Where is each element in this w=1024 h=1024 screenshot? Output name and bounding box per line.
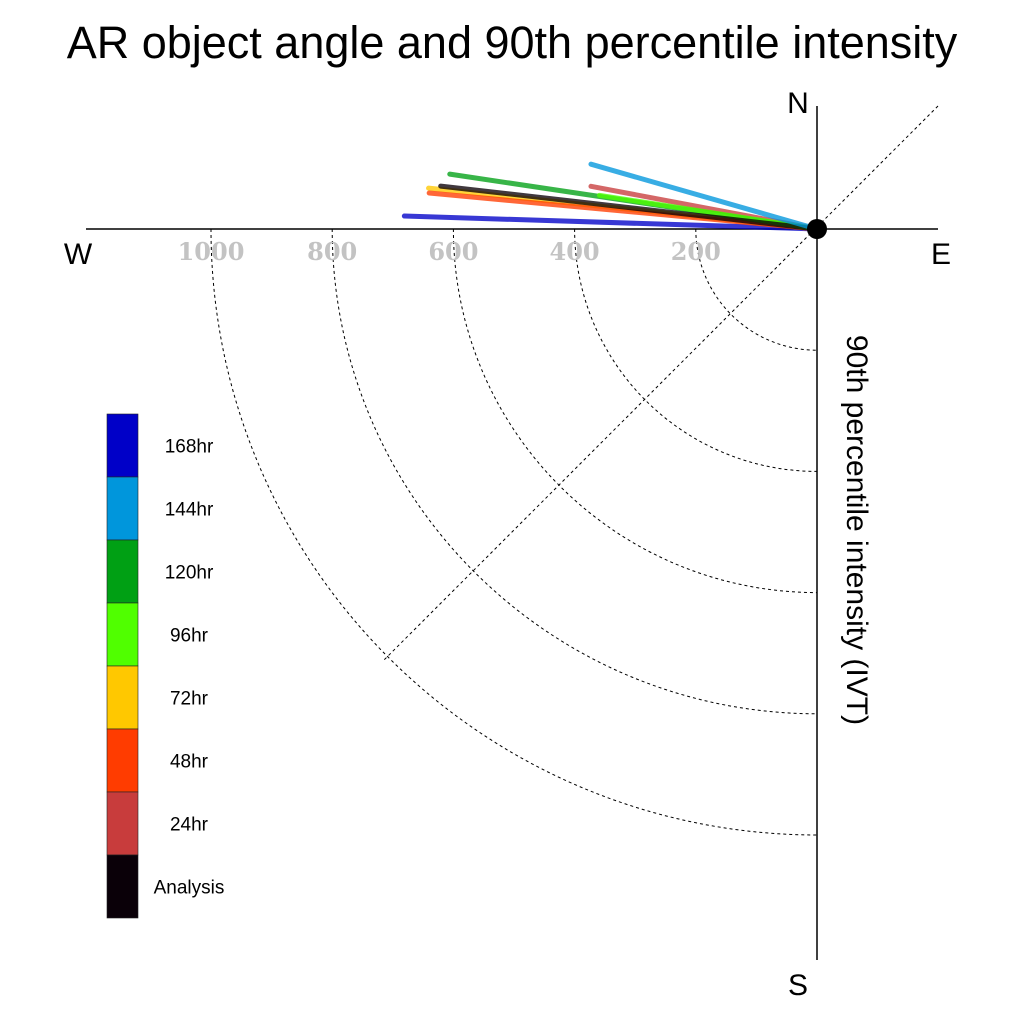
legend-label-144hr: 144hr xyxy=(165,500,214,521)
legend-swatch-168hr xyxy=(106,413,139,478)
series-line-analysis xyxy=(438,183,820,232)
radial-tick-label: 200 xyxy=(671,237,721,266)
east-label: E xyxy=(931,238,951,271)
south-label: S xyxy=(788,969,808,1002)
radial-tick-label: 600 xyxy=(428,237,478,266)
y-axis-label: 90th percentile intensity (IVT) xyxy=(840,335,873,725)
legend-label-48hr: 48hr xyxy=(170,752,209,773)
legend-label-analysis: Analysis xyxy=(154,878,225,899)
legend-label-24hr: 24hr xyxy=(170,815,209,836)
origin-marker xyxy=(807,219,827,239)
radial-tick-labels: 200 400 600 800 1000 xyxy=(178,237,721,266)
legend-swatch-120hr xyxy=(106,539,139,604)
legend-swatch-analysis xyxy=(106,854,139,919)
west-label: W xyxy=(64,238,93,271)
north-label: N xyxy=(787,87,809,120)
radial-grid-arc xyxy=(210,228,818,836)
legend-swatch-96hr xyxy=(106,602,139,667)
series-lines xyxy=(401,161,820,232)
series-line-168hr xyxy=(401,213,820,232)
legend-swatch-144hr xyxy=(106,476,139,541)
radial-grid-arc xyxy=(331,228,818,715)
radial-grid-arc xyxy=(452,228,818,594)
radial-tick-label: 800 xyxy=(307,237,357,266)
diagonal-grid-line xyxy=(383,105,939,661)
radial-tick-label: 1000 xyxy=(178,237,245,266)
radial-tick-label: 400 xyxy=(550,237,600,266)
legend-swatch-24hr xyxy=(106,791,139,856)
legend-label-72hr: 72hr xyxy=(170,689,209,710)
legend-swatch-48hr xyxy=(106,728,139,793)
radial-grid xyxy=(210,105,939,836)
series-line-144hr xyxy=(588,161,820,232)
radial-grid-arc xyxy=(695,228,818,351)
legend-swatch-72hr xyxy=(106,665,139,730)
legend-label-120hr: 120hr xyxy=(165,563,214,584)
legend: 168hr 144hr 120hr 96hr 72hr 48hr 24hr Analysis xyxy=(106,413,225,919)
chart-title: AR object angle and 90th percentile inte… xyxy=(67,17,958,68)
radial-grid-arc xyxy=(574,228,818,472)
legend-label-168hr: 168hr xyxy=(165,437,214,458)
legend-label-96hr: 96hr xyxy=(170,626,209,647)
